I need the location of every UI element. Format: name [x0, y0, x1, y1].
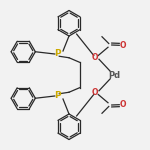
Text: P: P	[54, 92, 60, 100]
Text: O: O	[92, 88, 99, 97]
Text: O: O	[120, 100, 126, 109]
Text: Pd: Pd	[108, 70, 120, 80]
Text: O: O	[120, 41, 126, 50]
Text: O: O	[92, 53, 99, 62]
Text: P: P	[54, 50, 60, 58]
